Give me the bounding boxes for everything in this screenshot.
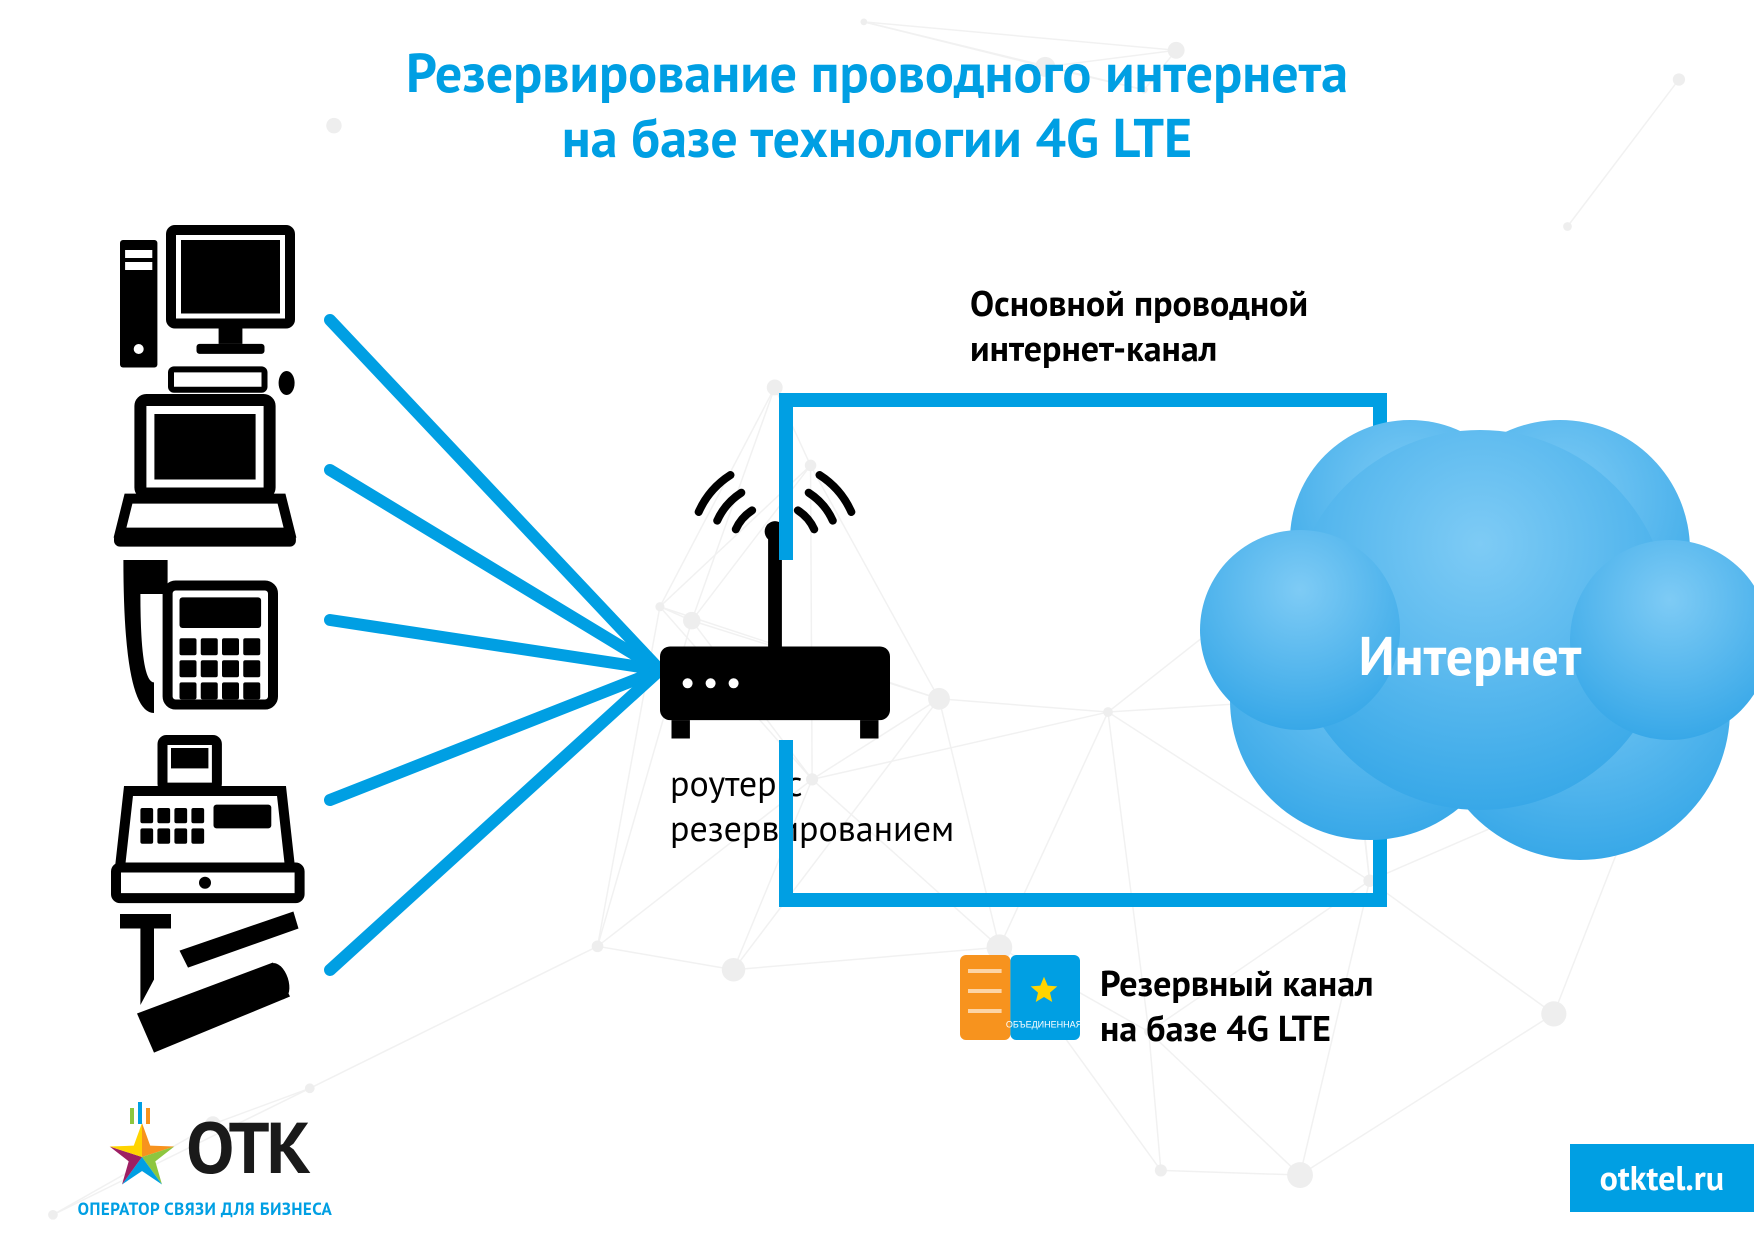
internet-label: Интернет — [1320, 620, 1620, 690]
logo-text: OTK — [186, 1115, 308, 1180]
diagram-canvas: Резервирование проводного интернета на б… — [0, 0, 1754, 1240]
company-logo: OTK ОПЕРАТОР СВЯЗИ ДЛЯ БИЗНЕСА — [55, 1102, 355, 1220]
logo-subtitle: ОПЕРАТОР СВЯЗИ ДЛЯ БИЗНЕСА — [55, 1198, 355, 1220]
website-text: otktel.ru — [1600, 1156, 1724, 1200]
website-badge: otktel.ru — [1570, 1144, 1754, 1212]
logo-star-icon — [102, 1102, 182, 1192]
